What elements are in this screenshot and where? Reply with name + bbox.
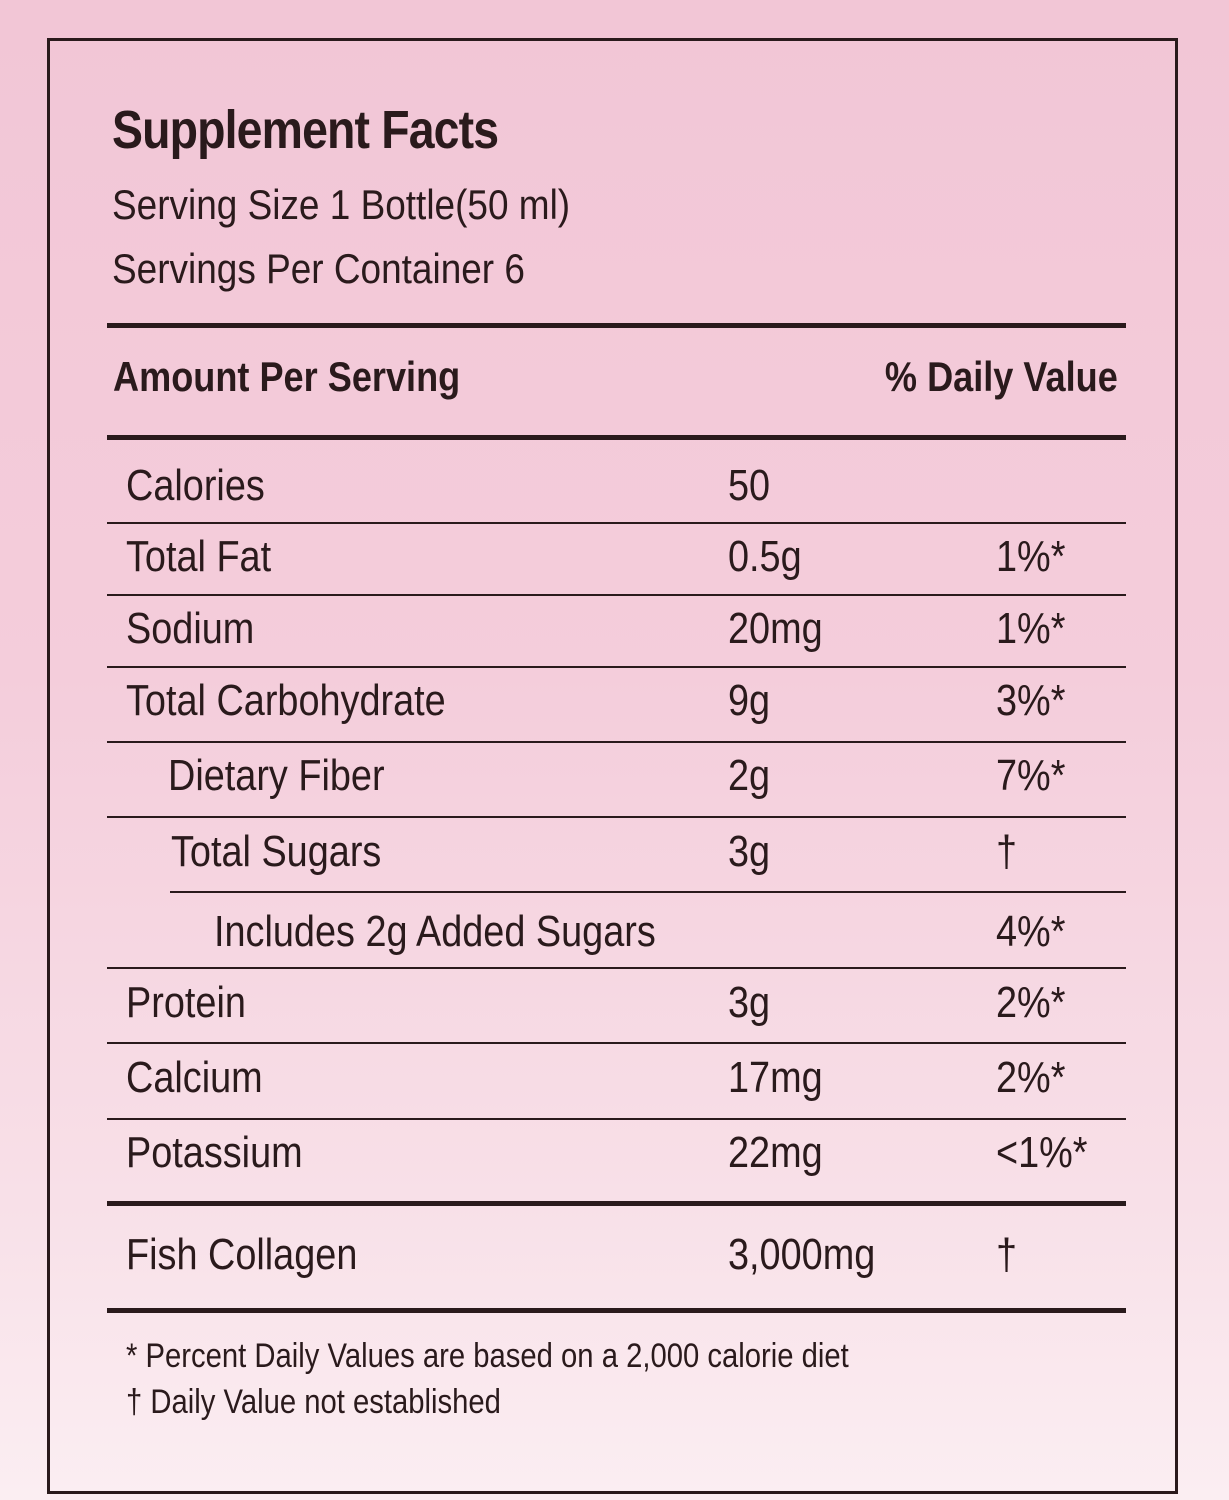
nutrient-name: Calories <box>126 461 265 510</box>
nutrient-daily-value: 2%* <box>996 1053 1066 1102</box>
nutrient-name: Dietary Fiber <box>168 751 385 800</box>
divider-thick <box>107 323 1126 328</box>
divider-thin <box>107 1042 1126 1044</box>
nutrient-daily-value: 1%* <box>996 532 1066 581</box>
divider-thin <box>107 594 1126 596</box>
nutrient-amount: 3g <box>728 827 771 876</box>
nutrient-daily-value: 3%* <box>996 676 1066 725</box>
header-amount-per-serving: Amount Per Serving <box>113 353 461 400</box>
nutrient-daily-value: 4%* <box>996 907 1066 956</box>
divider-thin <box>107 967 1126 969</box>
nutrient-daily-value: † <box>996 1230 1018 1279</box>
nutrient-name: Sodium <box>126 604 255 653</box>
nutrient-amount: 3,000mg <box>728 1230 876 1279</box>
nutrient-name: Total Carbohydrate <box>126 676 446 725</box>
nutrient-amount: 0.5g <box>728 532 802 581</box>
nutrient-name: Calcium <box>126 1053 263 1102</box>
divider-thin <box>107 1118 1126 1120</box>
divider-thick <box>107 435 1126 440</box>
divider-thin <box>107 816 1126 818</box>
nutrient-daily-value: † <box>996 827 1018 876</box>
nutrient-amount: 17mg <box>728 1053 823 1102</box>
nutrient-name: Includes 2g Added Sugars <box>214 907 656 956</box>
supplement-facts-panel: Supplement Facts Serving Size 1 Bottle(5… <box>47 38 1178 1494</box>
nutrient-daily-value: <1%* <box>996 1128 1088 1177</box>
divider-thin <box>107 666 1126 668</box>
footnote-percent-daily-values: * Percent Daily Values are based on a 2,… <box>126 1337 849 1375</box>
nutrient-amount: 20mg <box>728 604 823 653</box>
nutrient-daily-value: 7%* <box>996 751 1066 800</box>
serving-size: Serving Size 1 Bottle(50 ml) <box>112 181 571 228</box>
nutrient-daily-value: 2%* <box>996 978 1066 1027</box>
label-title: Supplement Facts <box>112 100 499 160</box>
nutrient-amount: 50 <box>728 461 771 510</box>
header-daily-value: % Daily Value <box>885 353 1118 400</box>
servings-per-container: Servings Per Container 6 <box>112 245 525 292</box>
nutrient-amount: 22mg <box>728 1128 823 1177</box>
nutrient-daily-value: 1%* <box>996 604 1066 653</box>
nutrient-name: Potassium <box>126 1128 303 1177</box>
divider-thin <box>107 741 1126 743</box>
nutrient-amount: 9g <box>728 676 771 725</box>
divider-thick <box>107 1308 1126 1313</box>
nutrient-amount: 2g <box>728 751 771 800</box>
footnote-daily-value-not-established: † Daily Value not established <box>126 1383 501 1421</box>
nutrient-amount: 3g <box>728 978 771 1027</box>
divider-thick <box>107 1201 1126 1206</box>
divider-thin <box>170 891 1126 893</box>
nutrient-name: Fish Collagen <box>126 1230 358 1279</box>
nutrient-name: Protein <box>126 978 246 1027</box>
nutrient-name: Total Sugars <box>171 827 382 876</box>
nutrient-name: Total Fat <box>126 532 272 581</box>
divider-thin <box>107 522 1126 524</box>
